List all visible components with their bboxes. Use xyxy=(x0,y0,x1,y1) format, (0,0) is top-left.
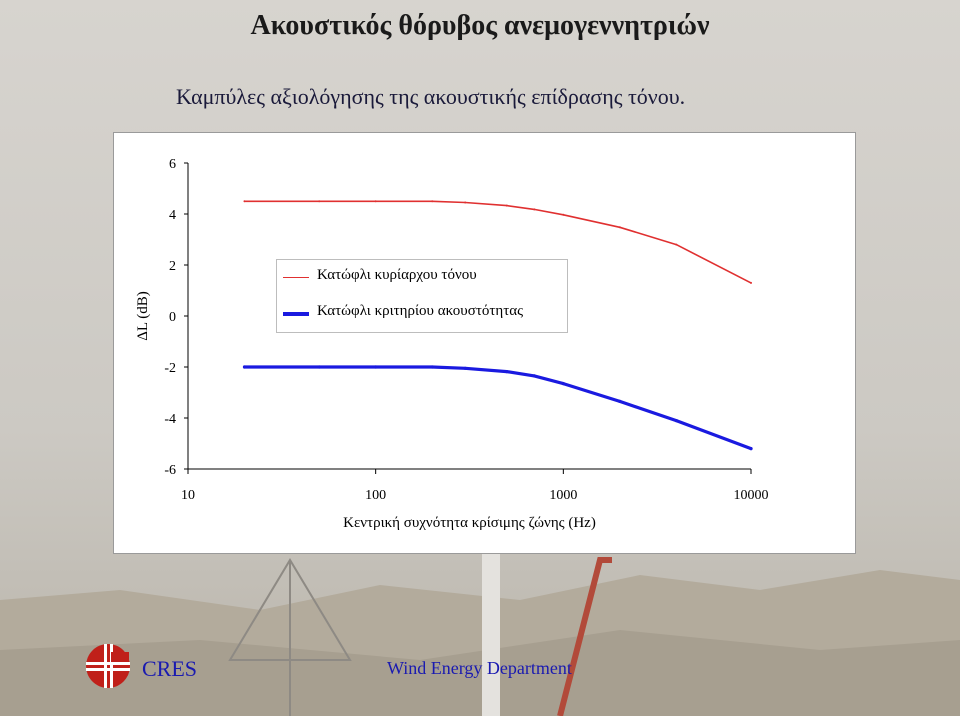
data-point xyxy=(562,213,565,216)
data-point xyxy=(675,243,678,246)
y-tick-label: -6 xyxy=(164,463,176,478)
legend-swatch-blue xyxy=(283,312,309,316)
data-point xyxy=(430,365,434,369)
y-tick-label: 6 xyxy=(169,157,176,172)
data-point xyxy=(618,399,622,403)
data-point xyxy=(749,447,753,451)
footer-department: Wind Energy Department xyxy=(387,658,572,678)
data-point xyxy=(431,200,434,203)
y-tick-label: 2 xyxy=(169,259,176,274)
data-point xyxy=(243,200,246,203)
legend-item-blue: Κατώφλι κριτηρίου ακουστότητας xyxy=(277,302,567,326)
page-subtitle: Καμπύλες αξιολόγησης της ακουστικής επίδ… xyxy=(176,84,686,109)
data-point xyxy=(463,366,467,370)
line-chart: 6 4 2 0 -2 -4 -6 10 100 1000 10000 Κεντρική συχνότη… xyxy=(135,157,769,531)
data-point xyxy=(674,419,678,423)
legend-item-red: Κατώφλι κυρίαρχου τόνου xyxy=(277,266,567,290)
data-point xyxy=(532,374,536,378)
data-point xyxy=(374,200,377,203)
y-tick-label: 4 xyxy=(169,208,176,223)
data-point xyxy=(464,201,467,204)
data-point xyxy=(317,365,321,369)
y-tick-label: 0 xyxy=(169,310,176,325)
legend-label-blue: Κατώφλι κριτηρίου ακουστότητας xyxy=(317,303,524,319)
y-axis-label: ΔL (dB) xyxy=(135,291,151,341)
data-point xyxy=(505,204,508,207)
page-title: Ακουστικός θόρυβος ανεμογεννητριών xyxy=(250,10,710,41)
cres-logo-icon xyxy=(82,640,134,692)
legend-swatch-red xyxy=(283,277,309,278)
legend-label-red: Κατώφλι κυρίαρχου τόνου xyxy=(317,267,477,283)
data-point xyxy=(505,370,509,374)
data-point xyxy=(374,365,378,369)
data-point xyxy=(533,208,536,211)
series-line-audibility-threshold xyxy=(242,365,753,451)
data-point xyxy=(618,226,621,229)
footer-brand: CRES xyxy=(142,656,198,681)
x-tick-label: 10000 xyxy=(734,488,769,503)
data-point xyxy=(750,281,752,284)
x-tick-label: 10 xyxy=(181,488,195,503)
x-axis-label: Κεντρική συχνότητα κρίσιμης ζώνης (Hz) xyxy=(343,515,596,531)
data-point xyxy=(242,365,247,369)
data-point xyxy=(561,382,565,386)
chart-panel: 6 4 2 0 -2 -4 -6 10 100 1000 10000 Κεντρική συχνότη… xyxy=(113,132,856,554)
y-tick-label: -2 xyxy=(164,361,176,376)
chart-legend: Κατώφλι κυρίαρχου τόνου Κατώφλι κριτηρίο… xyxy=(276,259,568,333)
data-point xyxy=(318,200,321,203)
y-tick-label: -4 xyxy=(164,412,176,427)
x-tick-label: 1000 xyxy=(549,488,577,503)
x-tick-label: 100 xyxy=(365,488,386,503)
